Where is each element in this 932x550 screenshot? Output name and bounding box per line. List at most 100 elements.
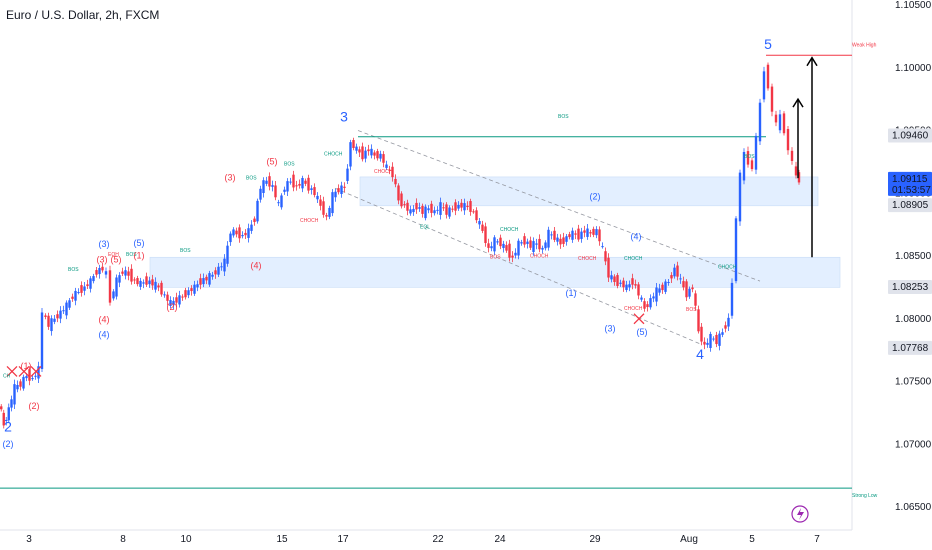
wave-label-minor: (4) xyxy=(251,261,262,271)
wave-label-major: 3 xyxy=(340,109,348,125)
candle-body xyxy=(574,233,577,235)
wave-label-minor: (5) xyxy=(637,327,648,337)
wave-label-major: 2 xyxy=(4,419,12,435)
demand-zone-lower xyxy=(149,256,841,288)
structure-label: CHOCH xyxy=(500,227,519,233)
candle-body xyxy=(770,86,774,112)
candle-body xyxy=(214,270,217,275)
candle-body xyxy=(685,281,688,298)
candle-body xyxy=(679,278,682,280)
candle-body xyxy=(289,181,292,183)
structure-label: Weak High xyxy=(852,42,877,48)
candle-body xyxy=(86,284,89,287)
structure-label: EQL xyxy=(420,224,430,230)
candle-body xyxy=(286,181,289,192)
candle-body xyxy=(184,290,187,298)
candle-body xyxy=(166,294,169,301)
candle-body xyxy=(712,338,715,340)
candle-body xyxy=(565,236,568,242)
candle-body xyxy=(439,202,442,215)
candle-body xyxy=(253,218,256,222)
candle-body xyxy=(104,271,108,275)
candle-body xyxy=(133,279,136,281)
lightning-icon-bolt xyxy=(797,508,804,520)
candle-body xyxy=(727,317,730,327)
candle-body xyxy=(397,185,400,201)
candle-body xyxy=(298,183,301,186)
candle-body xyxy=(376,151,379,159)
candle-body xyxy=(454,202,457,211)
candle-body xyxy=(217,266,220,275)
cross-mark xyxy=(6,366,18,377)
candle-body xyxy=(304,180,307,184)
candle-body xyxy=(295,185,298,187)
candle-body xyxy=(553,230,556,240)
demand-zone-upper xyxy=(359,176,819,207)
x-tick-label: 17 xyxy=(337,534,349,545)
candle-body xyxy=(232,229,235,236)
candle-body xyxy=(346,168,349,181)
candle-body xyxy=(427,208,430,211)
candle-body xyxy=(358,149,361,153)
price-badge-value: 1.09115 xyxy=(892,174,928,185)
structure-label: CHOCH xyxy=(374,169,393,175)
structure-label: BOS xyxy=(744,154,755,160)
candle-body xyxy=(0,406,3,410)
target-arrow-head xyxy=(792,97,804,108)
candle-body xyxy=(226,245,229,264)
candle-body xyxy=(697,309,700,332)
candle-body xyxy=(758,102,762,142)
structure-label: BOS xyxy=(558,114,569,120)
candle-body xyxy=(709,333,712,348)
candle-body xyxy=(436,209,439,211)
candle-body xyxy=(310,188,313,190)
candle-body xyxy=(370,148,373,156)
candle-body xyxy=(169,300,172,306)
wave-label-minor: (2) xyxy=(590,192,601,202)
candle-body xyxy=(22,376,25,389)
price-badge-value: 1.07768 xyxy=(892,343,929,354)
lightning-icon xyxy=(791,505,809,523)
candle-body xyxy=(31,378,34,380)
wave-label-minor: (2) xyxy=(167,302,178,312)
candle-body xyxy=(28,369,31,381)
candle-body xyxy=(643,301,646,309)
candle-body xyxy=(277,202,280,204)
candle-body xyxy=(47,315,50,327)
candle-body xyxy=(613,276,616,283)
candle-body xyxy=(676,265,679,277)
candle-body xyxy=(409,209,412,214)
candle-body xyxy=(265,180,268,184)
candle-body xyxy=(547,229,550,248)
candle-body xyxy=(661,284,664,291)
candle-body xyxy=(610,275,613,280)
candle-body xyxy=(108,270,112,303)
candle-body xyxy=(220,266,223,268)
structure-label: CHOCH xyxy=(530,253,549,259)
candle-body xyxy=(469,201,472,212)
cross-mark xyxy=(633,313,645,325)
structure-label: CHOCH xyxy=(624,306,643,312)
candle-body xyxy=(778,114,782,131)
candle-body xyxy=(65,302,68,316)
candle-body xyxy=(274,185,277,198)
candle-body xyxy=(738,172,742,222)
structure-label: BOS xyxy=(246,175,257,181)
candle-body xyxy=(673,267,676,277)
candle-body xyxy=(782,113,786,134)
candle-body xyxy=(136,278,139,285)
structure-label: CH xyxy=(3,374,11,380)
candle-body xyxy=(307,177,310,191)
candle-body xyxy=(92,276,95,282)
candle-body xyxy=(670,275,673,279)
candle-body xyxy=(637,284,640,296)
candle-body xyxy=(451,208,454,210)
x-tick-label: 8 xyxy=(120,534,126,545)
candle-body xyxy=(652,296,655,299)
candle-body xyxy=(151,279,154,286)
candle-body xyxy=(762,71,766,100)
candle-body xyxy=(559,238,562,245)
candle-body xyxy=(766,64,770,89)
x-tick-label: 7 xyxy=(814,534,820,545)
